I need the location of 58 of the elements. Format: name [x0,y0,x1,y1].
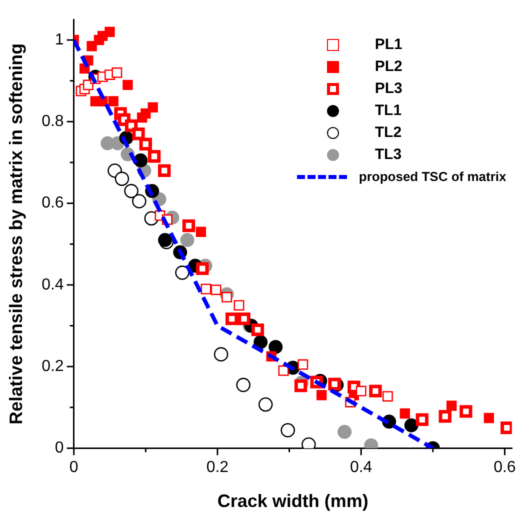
point [316,390,327,400]
point [139,138,152,150]
legend-label: PL1 [374,36,402,54]
point [175,266,190,280]
point [132,128,145,140]
x-axis-title: Crack width (mm) [217,491,368,512]
x-tick-label: 0.6 [494,459,516,476]
point [180,233,194,248]
y-tick-label: 0.4 [42,276,64,294]
point [280,423,295,438]
legend-label: TL2 [374,124,402,142]
point [225,312,238,326]
legend-label: TL3 [374,146,402,164]
point [182,219,196,232]
y-tick-label: 1 [54,31,64,48]
point [416,413,428,426]
point [108,96,118,106]
legend-label: PL3 [374,80,402,98]
point [328,378,341,390]
point [404,418,418,432]
point [214,347,228,362]
y-axis-title: Relative tensile stress by matrix in softening [6,43,26,424]
point [338,424,352,439]
point [196,226,206,237]
x-tick-label: 0.2 [206,459,229,476]
legend-label: TL1 [374,102,402,120]
point [148,102,158,112]
x-tick-label: 0.4 [350,459,372,476]
point [268,340,283,354]
point [400,408,410,419]
point [254,335,268,350]
point [196,262,209,275]
legend-label: PL2 [374,58,402,76]
point [158,164,171,177]
point [484,412,494,424]
point [369,384,382,398]
y-tick-label: 0 [54,440,64,457]
point [122,80,133,90]
point [258,397,273,412]
point [438,410,452,423]
x-tick-label: 0 [69,459,78,476]
point [236,378,250,392]
point [148,150,161,163]
legend-label: proposed TSC of matrix [358,169,506,184]
point [86,41,97,52]
y-tick-label: 0.8 [42,113,64,130]
point [500,421,512,434]
point [238,312,250,326]
point [104,26,115,37]
point [460,405,472,418]
point [124,184,138,198]
point [294,379,308,392]
point [446,400,457,411]
point [251,323,264,336]
point [132,194,146,208]
point [114,172,130,186]
y-tick-label: 0.2 [42,358,64,375]
y-tick-label: 0.6 [42,194,64,212]
